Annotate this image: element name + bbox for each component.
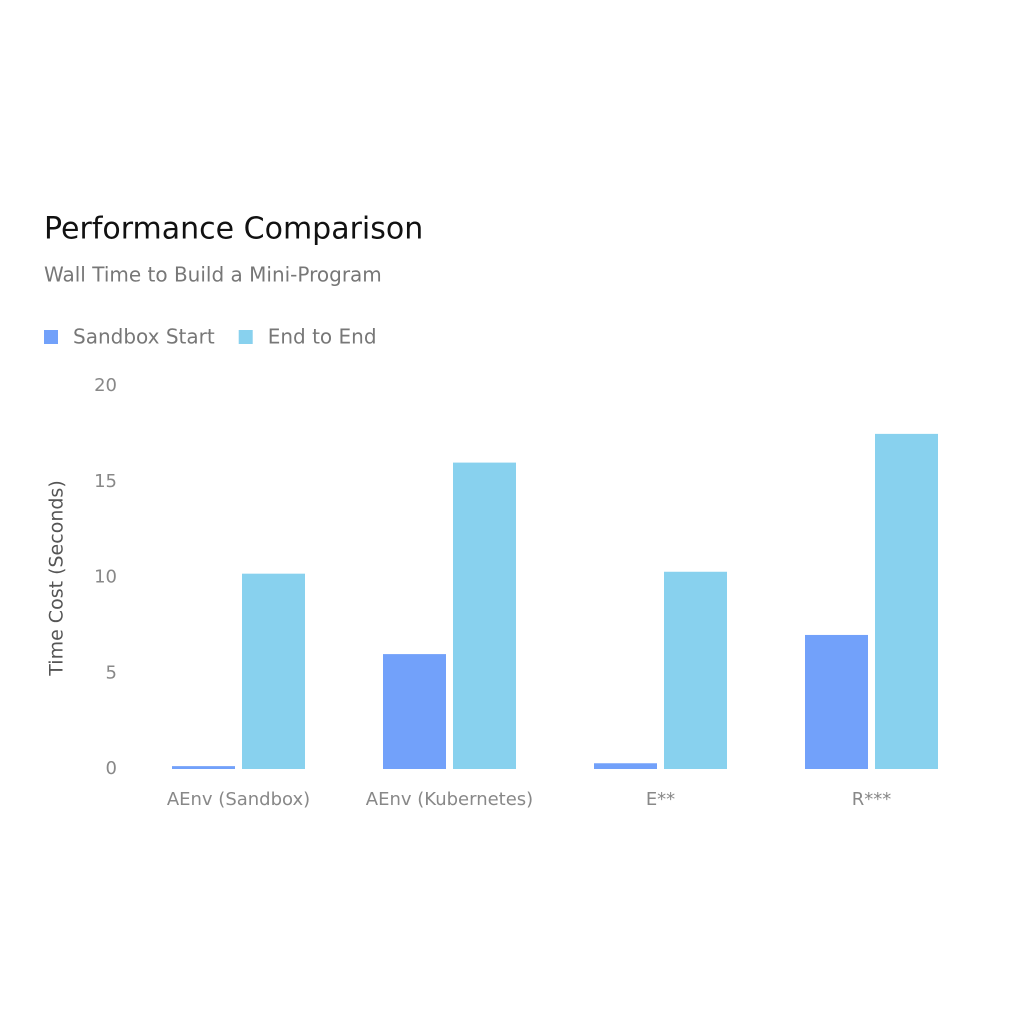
bar [453,462,516,769]
legend-swatch [44,330,58,344]
x-tick-label: R*** [852,789,892,810]
y-tick-label: 15 [94,471,117,492]
x-tick-label: E** [646,789,675,810]
bar [664,571,727,769]
x-tick-label: AEnv (Sandbox) [167,789,310,810]
chart-subtitle: Wall Time to Build a Mini-Program [44,263,382,287]
y-tick-label: 20 [94,375,117,396]
bar [242,573,305,769]
y-tick-label: 5 [106,662,117,683]
legend-label: Sandbox Start [73,325,215,349]
chart-title: Performance Comparison [44,212,423,247]
y-axis-title: Time Cost (Seconds) [46,480,68,676]
y-tick-label: 0 [106,758,117,779]
y-tick-label: 10 [94,567,117,588]
legend-swatch [238,330,253,344]
bar [383,654,446,769]
bar [172,766,235,769]
x-tick-label: AEnv (Kubernetes) [366,789,533,810]
bar [805,634,868,769]
bar [875,433,938,769]
bar [594,763,657,769]
legend-label: End to End [268,325,377,349]
